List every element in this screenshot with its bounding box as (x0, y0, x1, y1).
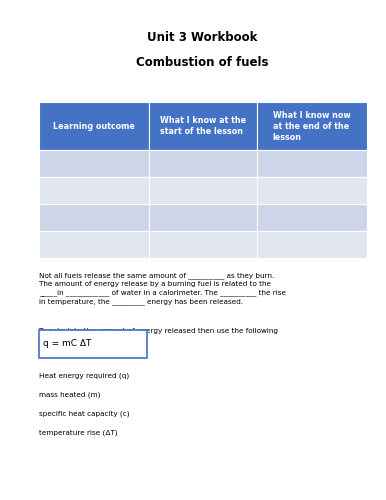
Text: q = mC ΔT: q = mC ΔT (43, 339, 91, 348)
Text: specific heat capacity (c): specific heat capacity (c) (39, 410, 129, 417)
Bar (39, 230, 149, 258)
Bar (257, 204, 367, 231)
Bar (149, 204, 257, 231)
Text: What I know at the
start of the lesson: What I know at the start of the lesson (159, 116, 246, 136)
Text: Combustion of fuels: Combustion of fuels (136, 56, 269, 69)
Bar (149, 102, 257, 150)
Text: To calculate the amount of energy released then use the following
formula:: To calculate the amount of energy releas… (39, 328, 278, 342)
Text: mass heated (m): mass heated (m) (39, 392, 100, 398)
Bar (39, 177, 149, 204)
Text: Learning outcome: Learning outcome (52, 122, 135, 130)
Bar (257, 177, 367, 204)
Bar (257, 150, 367, 177)
Text: temperature rise (ΔT): temperature rise (ΔT) (39, 430, 117, 436)
Text: What I know now
at the end of the
lesson: What I know now at the end of the lesson (273, 110, 350, 142)
Bar (39, 102, 149, 150)
Bar (149, 177, 257, 204)
Bar (149, 150, 257, 177)
Text: Heat energy required (q): Heat energy required (q) (39, 372, 129, 379)
Bar (39, 204, 149, 231)
Bar (39, 150, 149, 177)
Bar (257, 230, 367, 258)
Text: Not all fuels release the same amount of __________ as they burn.
The amount of : Not all fuels release the same amount of… (39, 272, 286, 304)
Bar (39, 330, 147, 357)
Bar (257, 102, 367, 150)
Bar (149, 230, 257, 258)
Text: Unit 3 Workbook: Unit 3 Workbook (147, 31, 258, 44)
